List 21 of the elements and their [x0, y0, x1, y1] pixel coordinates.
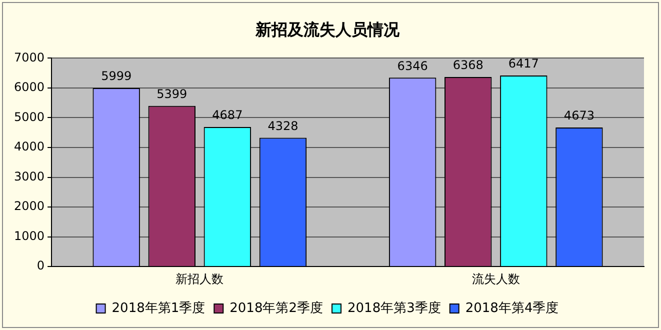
data-label: 6368 [452, 58, 484, 72]
y-tick-label: 7000 [14, 50, 45, 64]
legend-label: 2018年第3季度 [348, 300, 441, 316]
x-tick-label: 流失人数 [472, 272, 520, 286]
chart-title: 新招及流失人员情况 [254, 20, 400, 39]
data-label: 6346 [397, 58, 428, 73]
y-tick-label: 4000 [14, 140, 45, 154]
data-label: 4328 [268, 118, 298, 133]
legend-label: 2018年第2季度 [230, 300, 324, 316]
y-tick-label: 5000 [14, 110, 45, 124]
legend-label: 2018年第1季度 [112, 300, 206, 316]
y-tick-label: 6000 [14, 80, 45, 94]
data-label: 6417 [508, 56, 539, 71]
y-tick-label: 2000 [14, 199, 45, 214]
data-label: 5999 [101, 69, 132, 84]
y-tick-label: 3000 [14, 169, 45, 184]
y-tick-label: 1000 [14, 228, 45, 243]
x-tick-label: 新招人数 [176, 272, 224, 286]
y-tick-label: 0 [36, 258, 45, 273]
data-label: 5399 [156, 86, 188, 101]
legend-label: 2018年第4季度 [465, 300, 559, 316]
